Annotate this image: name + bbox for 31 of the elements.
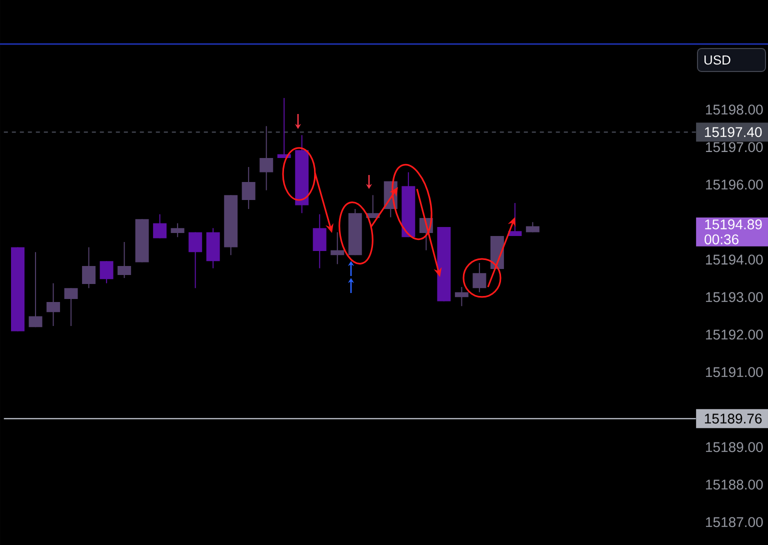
- candlestick: [28, 252, 42, 328]
- candlestick: [277, 97, 291, 158]
- y-tick-label: 15194.00: [706, 254, 763, 265]
- candlestick: [46, 282, 60, 326]
- text: USD: [704, 55, 730, 65]
- candlestick: [330, 232, 344, 265]
- y-tick-label: 15192.00: [706, 330, 763, 340]
- y-tick-label: 15193.00: [706, 292, 763, 302]
- y-tick-label: 15197.00: [706, 142, 763, 152]
- candlestick: [153, 214, 167, 239]
- candlestick: [312, 214, 326, 269]
- candlestick: [188, 232, 202, 289]
- candlestick: [260, 126, 274, 191]
- ref-line-label: 15189.76: [704, 414, 762, 424]
- ref-line-label: 15197.40: [704, 127, 762, 138]
- candlestick: [472, 262, 486, 293]
- text: 00:36: [704, 234, 738, 244]
- y-tick-label: 15187.00: [706, 517, 763, 528]
- candlestick: [82, 246, 96, 289]
- candlestick: [170, 222, 184, 238]
- y-tick-label: 15189.00: [706, 442, 763, 452]
- candlestick: [64, 288, 78, 326]
- y-tick-label: 15191.00: [706, 367, 763, 378]
- y-tick-label: 15196.00: [706, 180, 763, 190]
- candlestick: [118, 241, 132, 278]
- text: 15194.89: [705, 219, 762, 230]
- candlestick: [454, 286, 468, 307]
- y-tick-label: 15188.00: [706, 480, 763, 490]
- candlestick: [100, 260, 114, 284]
- candlestick: [242, 166, 256, 210]
- y-tick-label: 15198.00: [706, 104, 763, 115]
